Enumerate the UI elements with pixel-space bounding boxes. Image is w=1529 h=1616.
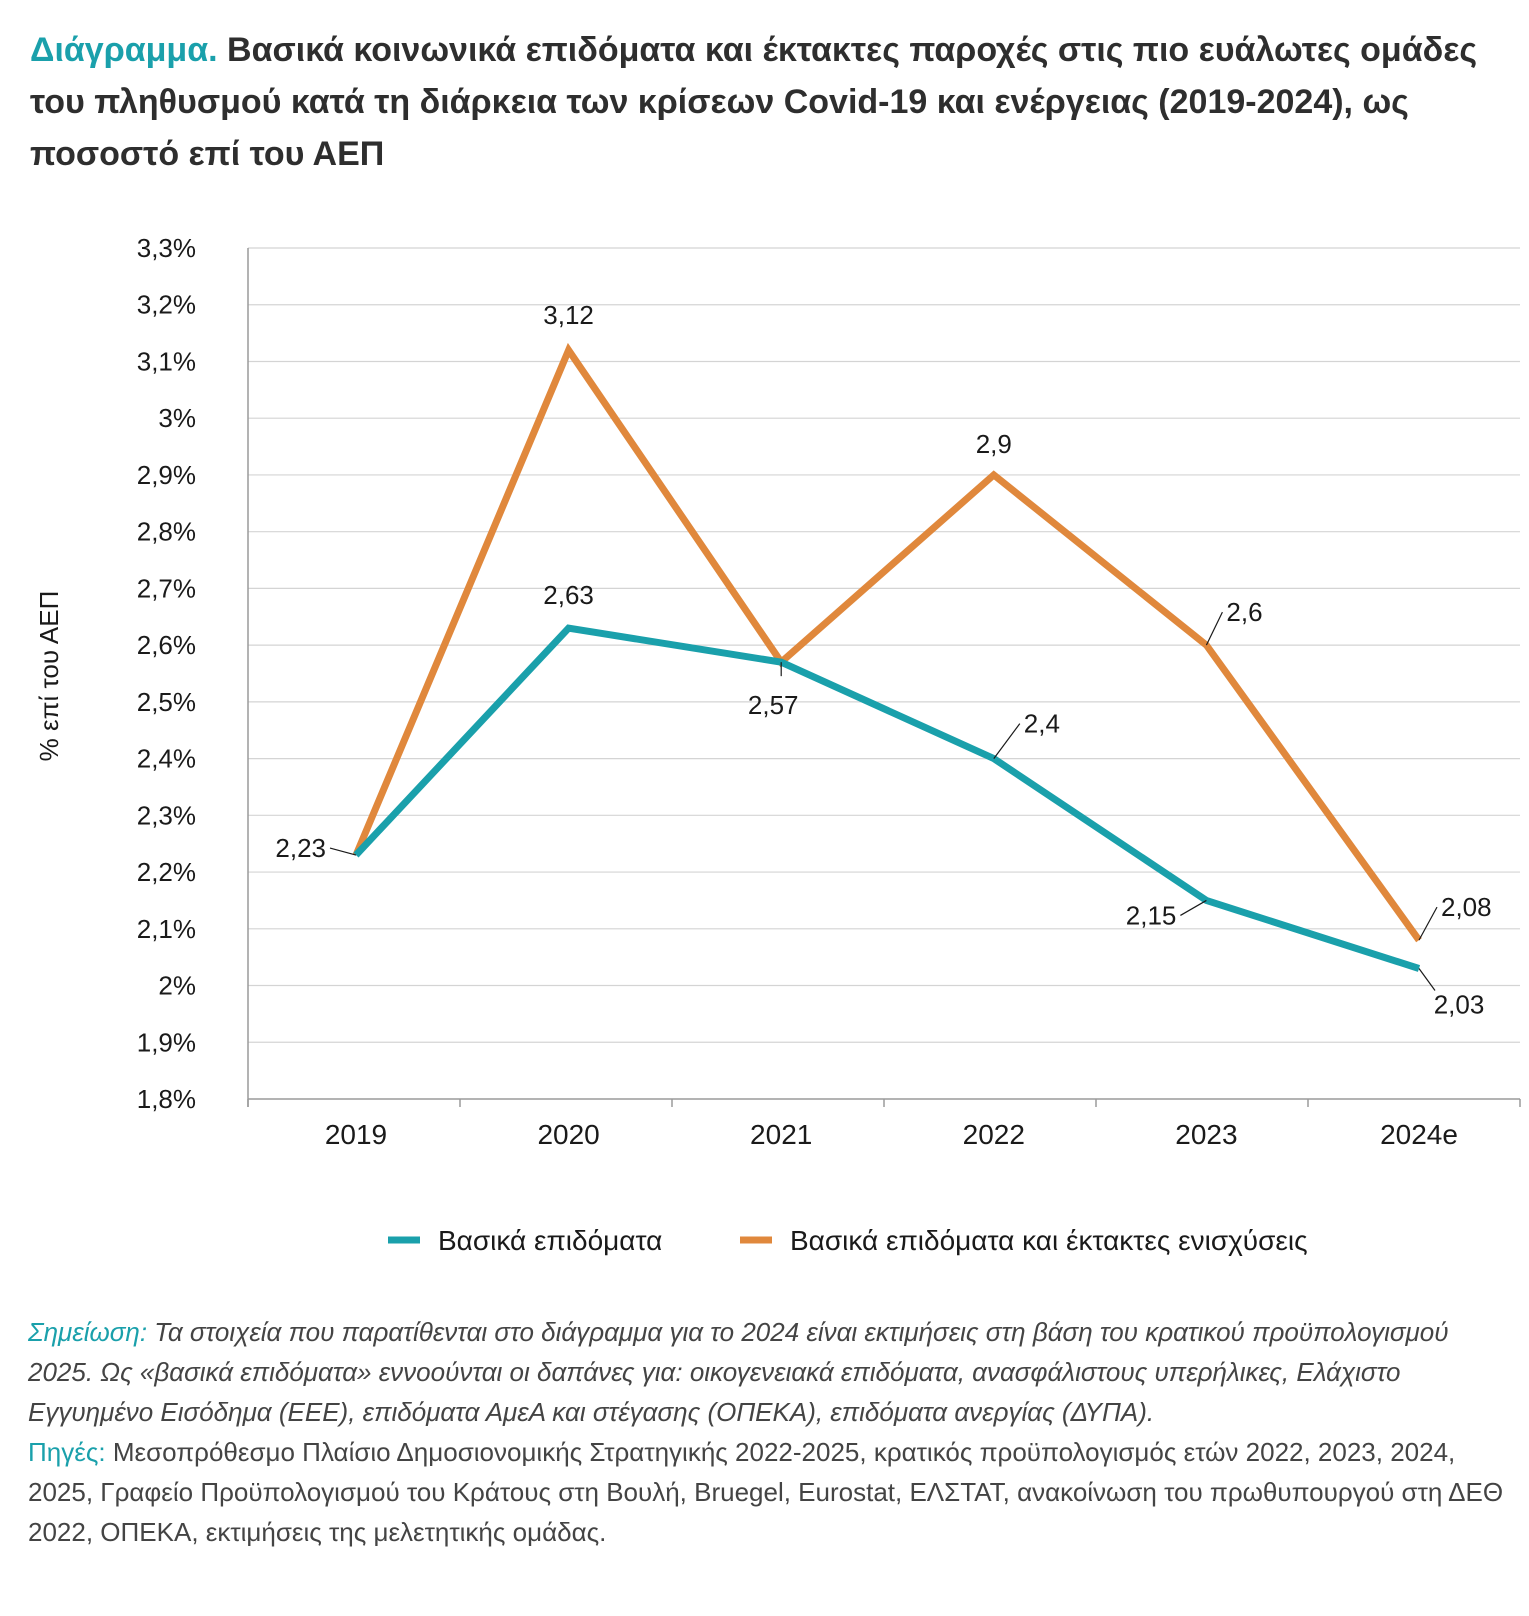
data-label: 2,4 xyxy=(1024,709,1060,739)
notes-block: Σημείωση: Τα στοιχεία που παρατίθενται σ… xyxy=(28,1312,1508,1552)
chart-title: Διάγραμμα. Βασικά κοινωνικά επιδόματα κα… xyxy=(30,24,1500,180)
axes xyxy=(247,248,1521,1107)
y-tick-labels: 1,8% 1,9% 2% 2,1% 2,2% 2,3% 2,4% 2,5% 2,6% 2,7% 2,… xyxy=(137,233,196,1114)
data-label: 2,03 xyxy=(1434,990,1485,1020)
sources-text: Μεσοπρόθεσμο Πλαίσιο Δημοσιονομικής Στρα… xyxy=(28,1437,1504,1547)
y-tick-label: 2,5% xyxy=(137,687,196,717)
x-tick-label: 2020 xyxy=(537,1119,599,1150)
y-tick-label: 3,2% xyxy=(137,290,196,320)
y-tick-label: 3,1% xyxy=(137,346,196,376)
y-tick-label: 2,3% xyxy=(137,800,196,830)
x-tick-labels: 2019 2020 2021 2022 2023 2024e xyxy=(325,1119,1458,1150)
data-label: 2,57 xyxy=(748,690,799,720)
y-axis-label: % επί του ΑΕΠ xyxy=(34,591,64,762)
series-lines xyxy=(352,342,1422,972)
gridlines xyxy=(248,247,1520,1043)
data-label: 2,6 xyxy=(1226,597,1262,627)
y-tick-label: 2,4% xyxy=(137,744,196,774)
x-tick-label: 2022 xyxy=(963,1119,1025,1150)
y-tick-label: 1,8% xyxy=(137,1084,196,1114)
y-tick-label: 2,2% xyxy=(137,857,196,887)
note-paragraph: Σημείωση: Τα στοιχεία που παρατίθενται σ… xyxy=(28,1312,1508,1432)
y-tick-label: 3,3% xyxy=(137,233,196,263)
legend-label: Βασικά επιδόματα xyxy=(438,1225,662,1256)
legend-label: Βασικά επιδόματα και έκτακτες ενισχύσεις xyxy=(790,1225,1308,1256)
data-label-leader xyxy=(1418,968,1436,991)
data-label-leader xyxy=(1180,899,1207,916)
legend: Βασικά επιδόματα Βασικά επιδόματα και έκτ… xyxy=(388,1225,1308,1256)
y-tick-label: 2% xyxy=(158,971,196,1001)
chart-title-text: Βασικά κοινωνικά επιδόματα και έκτακτες … xyxy=(30,31,1478,173)
data-label: 2,63 xyxy=(543,580,594,610)
data-label: 2,15 xyxy=(1126,900,1177,930)
data-label-leader xyxy=(329,847,357,856)
x-tick-label: 2021 xyxy=(750,1119,812,1150)
y-tick-label: 1,9% xyxy=(137,1027,196,1057)
sources-paragraph: Πηγές: Μεσοπρόθεσμο Πλαίσιο Δημοσιονομικ… xyxy=(28,1432,1508,1552)
y-tick-label: 2,7% xyxy=(137,573,196,603)
data-labels: 2,63 2,4 2,15 2,03 2,23 3,12 2,57 2,9 2,6 2,08 xyxy=(275,300,1491,1019)
note-label: Σημείωση: xyxy=(28,1317,148,1347)
x-tick-label: 2024e xyxy=(1380,1119,1458,1150)
y-tick-label: 3% xyxy=(158,403,196,433)
series-line xyxy=(352,342,1422,943)
y-tick-label: 2,9% xyxy=(137,460,196,490)
chart-title-lead: Διάγραμμα. xyxy=(30,31,218,69)
x-tick-label: 2023 xyxy=(1175,1119,1237,1150)
note-text: Τα στοιχεία που παρατίθενται στο διάγραμ… xyxy=(28,1317,1449,1427)
y-tick-label: 2,8% xyxy=(137,517,196,547)
line-chart: 1,8% 1,9% 2% 2,1% 2,2% 2,3% 2,4% 2,5% 2,6% 2,7% 2,… xyxy=(34,233,1521,1256)
sources-label: Πηγές: xyxy=(28,1437,106,1467)
data-label: 2,23 xyxy=(275,833,326,863)
data-label: 2,9 xyxy=(976,429,1012,459)
data-label-leader xyxy=(1418,906,1438,941)
x-tick-label: 2019 xyxy=(325,1119,387,1150)
data-label-leader xyxy=(1205,611,1223,646)
data-label: 2,08 xyxy=(1441,892,1492,922)
series-line xyxy=(353,624,1421,972)
data-label-leader xyxy=(993,723,1021,759)
y-tick-label: 2,6% xyxy=(137,630,196,660)
data-label: 3,12 xyxy=(543,300,594,330)
y-tick-label: 2,1% xyxy=(137,914,196,944)
